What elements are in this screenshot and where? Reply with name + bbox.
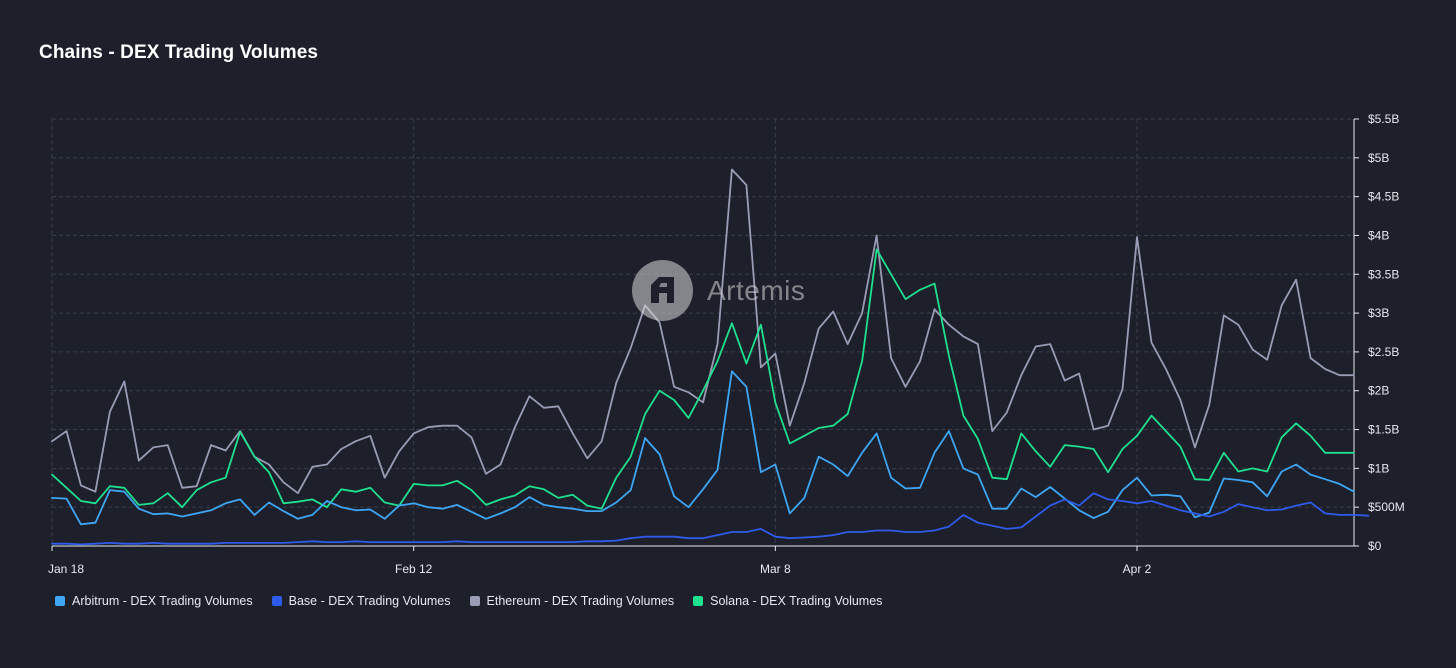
series-line-base[interactable]: [51, 492, 1370, 546]
chart-title: Chains - DEX Trading Volumes: [39, 42, 319, 63]
legend-item-ethereum[interactable]: Ethereum - DEX Trading Volumes: [469, 594, 675, 608]
chart-legend: Arbitrum - DEX Trading Volumes Base - DEX…: [55, 594, 901, 608]
axes: $0 $500M $1B $1.5B $2B $2.5B $3B $3.5B $4B $4.5B $…: [48, 112, 1405, 576]
x-tick-label: Feb 12: [395, 562, 433, 576]
y-tick-label: $0: [1368, 539, 1382, 553]
y-tick-label: $1B: [1368, 461, 1389, 475]
series-line-arbitrum[interactable]: [51, 370, 1355, 526]
legend-item-solana[interactable]: Solana - DEX Trading Volumes: [693, 594, 882, 608]
legend-label: Base - DEX Trading Volumes: [288, 594, 451, 608]
y-tick-label: $4B: [1368, 228, 1389, 242]
grid: [51, 118, 1354, 546]
legend-swatch: [469, 596, 480, 606]
artemis-logo-icon: [632, 260, 693, 321]
y-tick-label: $2B: [1368, 384, 1389, 398]
legend-item-arbitrum[interactable]: Arbitrum - DEX Trading Volumes: [55, 594, 253, 608]
y-tick-label: $4.5B: [1368, 190, 1399, 204]
series-lines[interactable]: [51, 168, 1370, 546]
y-tick-label: $5.5B: [1368, 112, 1399, 126]
legend-item-base[interactable]: Base - DEX Trading Volumes: [271, 594, 451, 608]
y-tick-label: $3B: [1368, 306, 1389, 320]
y-tick-label: $2.5B: [1368, 345, 1399, 359]
legend-swatch: [55, 596, 65, 606]
watermark-text: Artemis: [707, 274, 806, 306]
legend-swatch: [693, 596, 704, 606]
y-tick-label: $500M: [1368, 500, 1405, 514]
x-tick-label: Jan 18: [48, 562, 84, 576]
y-tick-label: $3.5B: [1368, 267, 1399, 281]
legend-label: Ethereum - DEX Trading Volumes: [486, 594, 675, 608]
y-tick-label: $5B: [1368, 151, 1389, 165]
x-tick-label: Mar 8: [760, 562, 791, 576]
legend-label: Arbitrum - DEX Trading Volumes: [72, 594, 253, 608]
x-tick-label: Apr 2: [1123, 562, 1152, 576]
series-line-solana[interactable]: [51, 248, 1355, 510]
artemis-watermark: Artemis: [632, 260, 805, 321]
y-tick-label: $1.5B: [1368, 423, 1399, 437]
series-line-ethereum[interactable]: [51, 168, 1355, 495]
legend-swatch: [271, 596, 282, 606]
legend-label: Solana - DEX Trading Volumes: [710, 594, 883, 608]
